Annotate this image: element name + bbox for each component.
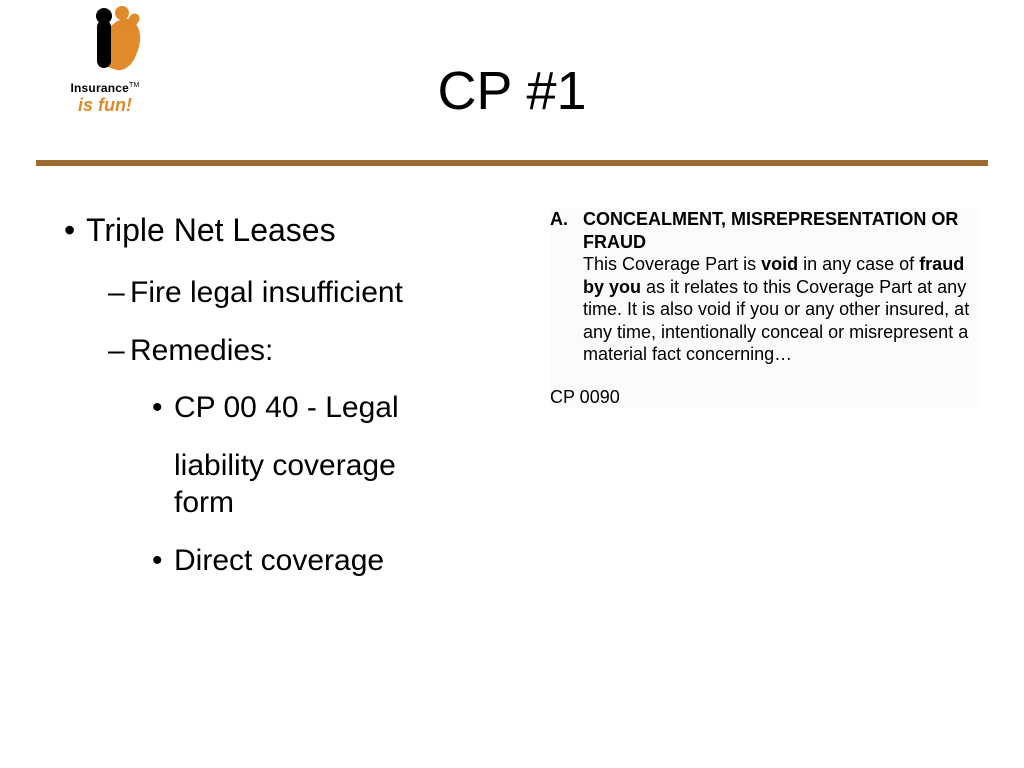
dash-icon: – — [108, 332, 130, 370]
clause-heading: CONCEALMENT, MISREPRESENTATION OR FRAUD — [583, 209, 958, 252]
bullet-dot-icon: • — [152, 389, 174, 427]
subsub2-text: Direct coverage — [174, 544, 384, 577]
bullet-triple-net: •Triple Net Leases — [64, 210, 494, 250]
page-title: CP #1 — [0, 60, 1024, 122]
subbullet-remedies: –Remedies: — [108, 332, 494, 370]
subsub1-line3: form — [174, 484, 494, 522]
divider-line — [36, 160, 988, 166]
subsubbullet-direct: •Direct coverage — [152, 542, 494, 580]
right-column: A. CONCEALMENT, MISREPRESENTATION OR FRA… — [550, 208, 980, 408]
clause-bold-void: void — [761, 254, 798, 274]
dash-icon: – — [108, 274, 130, 312]
subsub1-line1: CP 00 40 - Legal — [174, 391, 399, 424]
clause-body: CONCEALMENT, MISREPRESENTATION OR FRAUD … — [583, 208, 973, 366]
clause-label: A. — [550, 208, 578, 231]
subsubbullet-cp0040: •CP 00 40 - Legal — [152, 389, 494, 427]
sub2-text: Remedies: — [130, 334, 273, 367]
reference-cp0090: CP 0090 — [550, 386, 980, 409]
bullet-dot-icon: • — [152, 542, 174, 580]
subbullet-fire-legal: –Fire legal insufficient — [108, 274, 494, 312]
sub1-text: Fire legal insufficient — [130, 276, 403, 309]
clause-pre: This Coverage Part is — [583, 254, 761, 274]
left-column: •Triple Net Leases –Fire legal insuffici… — [64, 210, 494, 599]
bullet1-text: Triple Net Leases — [86, 212, 336, 248]
subsub1-line2: liability coverage — [174, 447, 494, 485]
clause-mid1: in any case of — [798, 254, 919, 274]
slide: InsuranceTM is fun! CP #1 •Triple Net Le… — [0, 0, 1024, 768]
clause-post: as it relates to this Coverage Part at a… — [583, 277, 969, 365]
clause-a: A. CONCEALMENT, MISREPRESENTATION OR FRA… — [550, 208, 980, 366]
bullet-dot-icon: • — [64, 210, 86, 250]
